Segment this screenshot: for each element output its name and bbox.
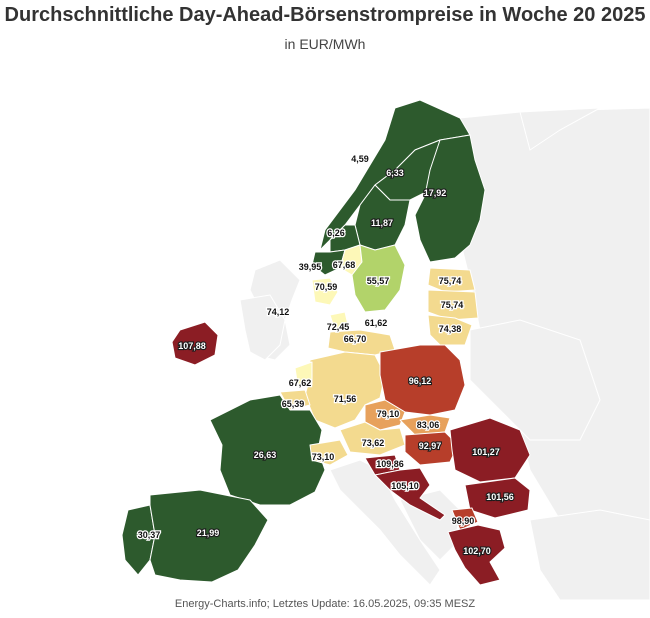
page-title: Durchschnittliche Day-Ahead-Börsenstromp… — [4, 4, 646, 26]
price-labels: 4,59 6,33 17,92 11,87 6,26 39,95 67,68 7… — [136, 153, 514, 557]
label-dk-east: 72,45 — [327, 322, 350, 332]
land-belarus-ukraine — [469, 319, 601, 441]
zone-se-south — [351, 244, 406, 313]
label-dk-west: 70,59 — [315, 282, 338, 292]
label-fi: 17,92 — [424, 188, 447, 198]
zone-fi — [414, 134, 486, 263]
label-be: 65,39 — [282, 399, 305, 409]
zone-hu — [404, 431, 459, 466]
zone-sk — [399, 414, 451, 436]
land-gb — [239, 294, 286, 361]
label-no-south: 39,95 — [299, 262, 322, 272]
label-mk: 98,90 — [452, 516, 475, 526]
label-pl: 96,12 — [409, 376, 432, 386]
label-bg: 101,56 — [486, 492, 514, 502]
label-nl: 67,62 — [289, 378, 312, 388]
source-credit: Energy-Charts.info; Letztes Update: 16.0… — [174, 598, 476, 610]
label-se-south: 55,57 — [367, 276, 390, 286]
label-no-west: 6,26 — [327, 228, 345, 238]
zone-mk — [451, 507, 479, 531]
page-subtitle: in EUR/MWh — [284, 36, 366, 52]
zone-lv — [427, 289, 479, 321]
label-fr: 26,63 — [254, 450, 277, 460]
zone-ch — [309, 439, 349, 466]
land-turkey — [529, 509, 650, 601]
label-no-southeast: 67,68 — [333, 260, 356, 270]
label-se-mid: 11,87 — [371, 218, 393, 228]
label-de: 71,56 — [334, 394, 357, 404]
label-gb: 74,12 — [267, 307, 290, 317]
label-sk: 83,06 — [417, 420, 440, 430]
zone-at — [339, 421, 406, 456]
label-ch: 73,10 — [312, 452, 335, 462]
zone-pl — [379, 344, 466, 416]
zone-fr — [209, 394, 326, 506]
label-de-north: 61,62 — [365, 318, 388, 328]
label-cz: 79,10 — [377, 409, 400, 419]
zone-dk-west — [311, 277, 339, 306]
zone-lt — [427, 314, 473, 346]
label-pt: 30,37 — [138, 530, 161, 540]
zone-no-north — [319, 99, 471, 251]
label-se-north: 6,33 — [386, 168, 404, 178]
label-ie: 107,88 — [178, 341, 206, 351]
zone-gr — [447, 524, 506, 586]
zone-dk-east — [329, 311, 349, 331]
label-ro: 101,27 — [472, 447, 500, 457]
zone-nl — [294, 361, 313, 389]
label-hr: 105,10 — [391, 481, 419, 491]
zone-pt — [121, 504, 156, 576]
label-ee: 75,74 — [439, 276, 462, 286]
label-lt: 74,38 — [439, 324, 462, 334]
zone-ie — [171, 321, 219, 366]
label-es: 21,99 — [197, 528, 220, 538]
label-gr: 102,70 — [463, 546, 491, 556]
land-iceland-norway-coast — [519, 107, 601, 151]
label-at: 73,62 — [362, 438, 385, 448]
zone-es — [149, 489, 269, 583]
label-hu: 92,97 — [419, 441, 442, 451]
label-si: 109,86 — [376, 459, 404, 469]
price-zones — [121, 99, 531, 586]
label-lv: 75,74 — [441, 300, 464, 310]
label-no-north: 4,59 — [351, 154, 369, 164]
zone-be — [279, 389, 311, 411]
label-de-northeast: 66,70 — [344, 334, 367, 344]
zone-hr — [374, 467, 446, 521]
